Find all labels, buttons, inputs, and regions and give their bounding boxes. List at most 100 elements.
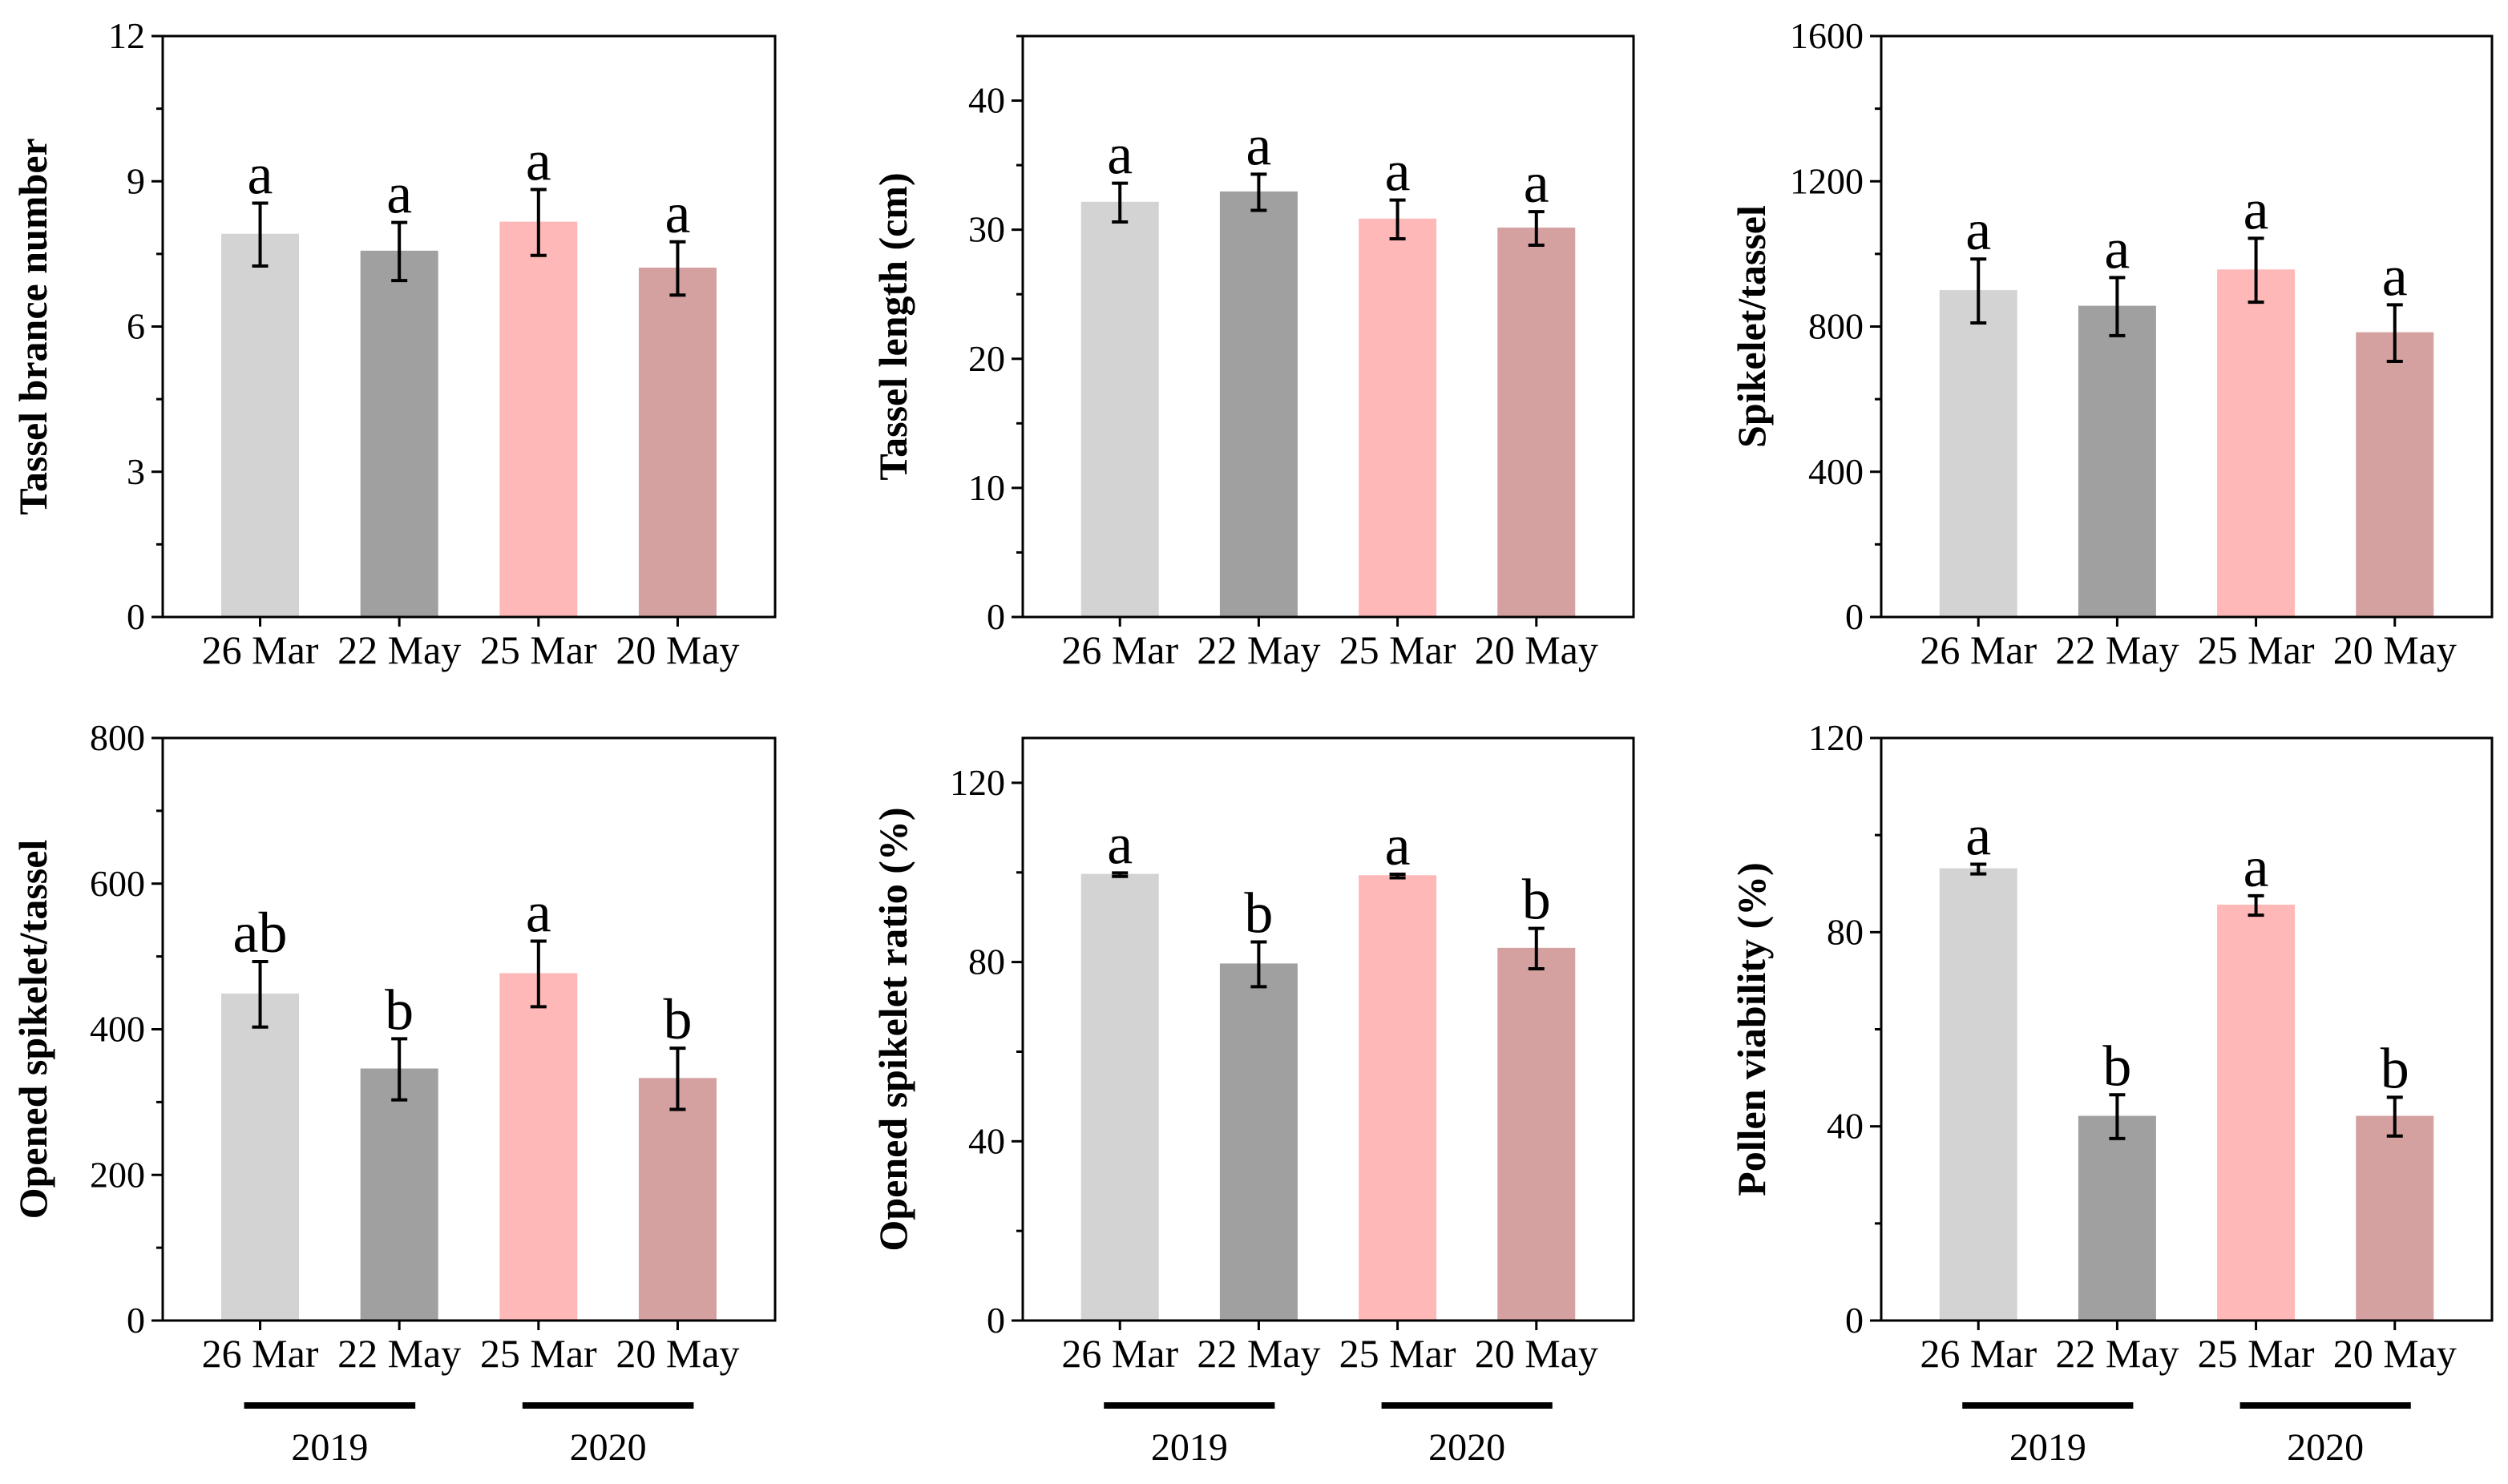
y-axis-label: Opened spikelet ratio (%) (870, 807, 915, 1251)
x-tick-label: 22 May (1197, 627, 1320, 672)
significance-letter: a (1107, 123, 1133, 187)
x-tick-label: 20 May (616, 1331, 739, 1376)
bar (2217, 269, 2296, 618)
significance-letter: a (1107, 812, 1133, 876)
significance-letter: b (663, 987, 692, 1051)
significance-letter: b (385, 978, 414, 1042)
significance-letter: a (1385, 139, 1411, 204)
y-tick-label: 80 (1827, 911, 1864, 952)
x-tick-label: 22 May (337, 627, 461, 672)
y-tick-label: 9 (127, 160, 145, 201)
bar (638, 268, 717, 618)
year-label: 2019 (1151, 1426, 1228, 1469)
panel-4: ab 26 Mar b 22 May a 25 Mar b 20 May 0 200 400 600 8… (10, 717, 777, 1469)
bar (221, 233, 300, 618)
x-tick-label: 25 Mar (480, 627, 597, 672)
significance-letter: a (526, 881, 551, 945)
x-tick-label: 26 Mar (1061, 1331, 1178, 1376)
panel-6: a 26 Mar b 22 May a 25 Mar b 20 May 0 40 80 120 Poll… (1729, 717, 2494, 1469)
bar (221, 993, 300, 1321)
x-tick-label: 22 May (2055, 1331, 2179, 1376)
bar (360, 1068, 438, 1321)
year-label: 2019 (2009, 1426, 2086, 1469)
x-tick-label: 22 May (1197, 1331, 1320, 1376)
bar (499, 221, 578, 618)
significance-letter: a (2243, 835, 2269, 899)
significance-letter: a (1965, 198, 1991, 262)
y-tick-label: 400 (90, 1009, 145, 1050)
x-tick-label: 25 Mar (2198, 1331, 2315, 1376)
y-tick-label: 800 (1808, 306, 1864, 347)
bar (1219, 191, 1298, 618)
significance-letter: a (1246, 113, 1271, 177)
y-axis-label: Spikelet/tassel (1729, 205, 1774, 448)
bar (1939, 868, 2017, 1321)
y-tick-label: 12 (108, 15, 145, 56)
x-tick-label: 26 Mar (1920, 1331, 2037, 1376)
bar (2356, 332, 2434, 618)
significance-letter: a (664, 181, 690, 245)
bar (1080, 201, 1159, 619)
y-tick-label: 0 (127, 596, 145, 637)
x-tick-label: 25 Mar (1339, 1331, 1456, 1376)
y-tick-label: 40 (1827, 1106, 1864, 1147)
significance-letter: a (1965, 804, 1991, 868)
y-tick-label: 0 (1845, 1300, 1864, 1341)
x-tick-label: 26 Mar (202, 1331, 319, 1376)
significance-letter: a (1524, 151, 1549, 215)
y-tick-label: 40 (968, 1120, 1005, 1161)
panel-3: a 26 Mar a 22 May a 25 Mar a 20 May 0 400 800 1200 1… (1729, 15, 2494, 672)
axes-frame (1021, 736, 1635, 1322)
significance-letter: b (1244, 881, 1273, 945)
bar (1359, 875, 1437, 1321)
x-tick-label: 26 Mar (1920, 627, 2037, 672)
bar (1497, 228, 1576, 618)
y-axis-label: Tassel brance number (10, 138, 55, 514)
x-tick-label: 20 May (2333, 627, 2457, 672)
x-tick-label: 20 May (616, 627, 739, 672)
significance-letter: b (2102, 1034, 2131, 1098)
year-label: 2020 (2287, 1426, 2364, 1469)
bar (1080, 873, 1159, 1322)
bar (2078, 305, 2156, 618)
panel-5: a 26 Mar b 22 May a 25 Mar b 20 May 0 40 80 120 Open… (870, 736, 1635, 1469)
y-tick-label: 80 (968, 942, 1005, 982)
significance-letter: a (526, 129, 551, 193)
panel-1: a 26 Mar a 22 May a 25 Mar a 20 May 0 3 6 9 12 Tassel… (10, 15, 777, 672)
y-tick-label: 600 (90, 863, 145, 904)
bar (499, 973, 578, 1322)
y-tick-label: 0 (1845, 596, 1864, 637)
bar (360, 250, 438, 618)
y-tick-label: 1200 (1790, 160, 1864, 201)
y-axis-label: Opened spikelet/tassel (10, 840, 55, 1220)
y-tick-label: 20 (968, 338, 1005, 379)
y-tick-label: 0 (987, 596, 1005, 637)
significance-letter: a (2104, 216, 2130, 280)
x-tick-label: 22 May (2055, 627, 2179, 672)
y-tick-label: 10 (968, 467, 1005, 508)
x-tick-label: 26 Mar (202, 627, 319, 672)
y-tick-label: 1600 (1790, 15, 1864, 56)
year-label: 2019 (291, 1426, 368, 1469)
y-tick-label: 30 (968, 209, 1005, 250)
bar (2217, 905, 2296, 1321)
bar (1497, 947, 1576, 1322)
significance-letter: a (248, 142, 273, 206)
y-tick-label: 120 (950, 762, 1005, 803)
significance-letter: a (386, 162, 412, 226)
x-tick-label: 25 Mar (1339, 627, 1456, 672)
x-tick-label: 26 Mar (1061, 627, 1178, 672)
y-tick-label: 200 (90, 1154, 145, 1195)
bar (1219, 963, 1298, 1321)
panel-2: a 26 Mar a 22 May a 25 Mar a 20 May 0 10 20 30 40 Tas… (870, 34, 1635, 672)
year-label: 2020 (570, 1426, 647, 1469)
bar (638, 1078, 717, 1322)
x-tick-label: 20 May (1475, 627, 1598, 672)
axes-frame (1021, 34, 1635, 619)
bar (2356, 1115, 2434, 1322)
y-tick-label: 0 (987, 1300, 1005, 1341)
x-tick-label: 20 May (2333, 1331, 2457, 1376)
year-label: 2020 (1428, 1426, 1505, 1469)
x-tick-label: 20 May (1475, 1331, 1598, 1376)
